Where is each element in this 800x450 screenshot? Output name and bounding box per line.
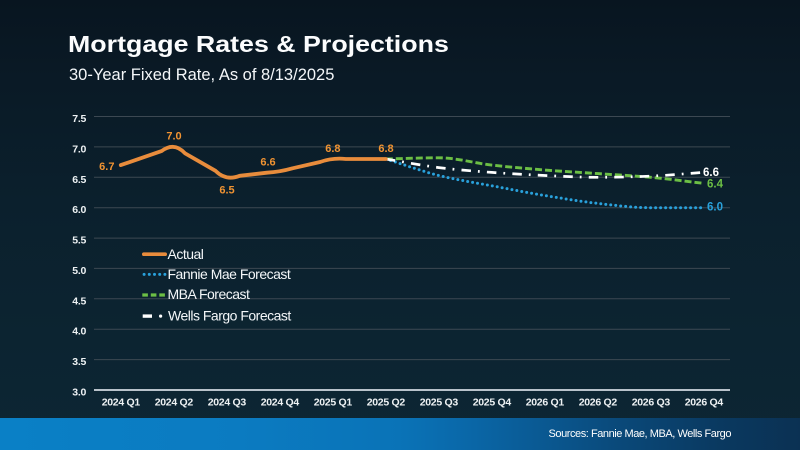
svg-text:6.5: 6.5 [72, 174, 86, 186]
svg-text:Fannie Mae Forecast: Fannie Mae Forecast [168, 266, 291, 282]
svg-text:2024 Q3: 2024 Q3 [208, 397, 247, 409]
svg-text:3.0: 3.0 [72, 387, 86, 399]
svg-text:6.5: 6.5 [219, 185, 234, 197]
svg-text:MBA Forecast: MBA Forecast [168, 286, 251, 302]
svg-text:2026 Q3: 2026 Q3 [632, 397, 671, 409]
svg-text:2025 Q4: 2025 Q4 [473, 397, 512, 409]
svg-text:4.5: 4.5 [72, 295, 86, 307]
svg-text:2024 Q2: 2024 Q2 [155, 397, 194, 409]
svg-text:2025 Q3: 2025 Q3 [420, 397, 459, 409]
svg-text:4.0: 4.0 [72, 326, 86, 338]
svg-text:6.7: 6.7 [99, 161, 114, 173]
svg-text:7.0: 7.0 [166, 131, 181, 143]
svg-text:7.5: 7.5 [72, 113, 86, 125]
svg-text:2026 Q1: 2026 Q1 [526, 397, 565, 409]
svg-text:6.6: 6.6 [260, 157, 275, 169]
svg-text:6.6: 6.6 [703, 167, 719, 179]
svg-text:5.0: 5.0 [72, 265, 86, 277]
svg-text:Wells Fargo Forecast: Wells Fargo Forecast [168, 308, 291, 324]
svg-text:5.5: 5.5 [72, 235, 86, 247]
svg-text:6.0: 6.0 [707, 202, 723, 214]
svg-text:2025 Q1: 2025 Q1 [314, 397, 353, 409]
svg-text:2024 Q4: 2024 Q4 [261, 397, 300, 409]
svg-text:2025 Q2: 2025 Q2 [367, 397, 406, 409]
svg-text:2024 Q1: 2024 Q1 [102, 397, 141, 409]
svg-text:6.8: 6.8 [325, 143, 340, 155]
svg-text:6.4: 6.4 [707, 178, 724, 190]
svg-text:2026 Q4: 2026 Q4 [685, 397, 724, 409]
svg-text:3.5: 3.5 [72, 356, 86, 368]
svg-text:7.0: 7.0 [72, 143, 86, 155]
svg-text:6.0: 6.0 [72, 204, 86, 216]
svg-text:Actual: Actual [168, 246, 204, 262]
svg-text:2026 Q2: 2026 Q2 [579, 397, 618, 409]
svg-text:6.8: 6.8 [378, 143, 393, 155]
